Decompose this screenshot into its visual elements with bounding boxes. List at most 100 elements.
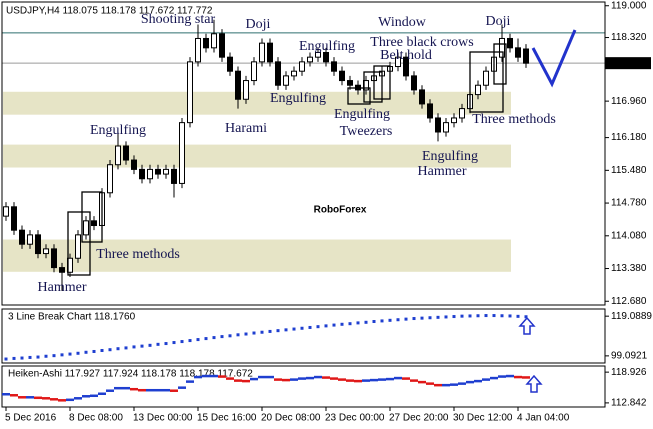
candle-body [211,33,217,49]
candle-body [219,33,225,58]
point [172,341,176,345]
chart-title: USDJPY,H4 118.075 118.178 117.672 117.77… [6,6,213,17]
point [26,396,34,399]
point [380,319,384,323]
point [268,329,272,333]
point [330,377,338,380]
candle-body [251,61,257,82]
candle-body [499,37,505,58]
point [492,314,496,318]
point [212,336,216,340]
x-tick-label: 13 Dec 00:00 [133,413,193,424]
point [50,398,58,401]
annotation: Engulfing [334,107,390,122]
point [186,380,194,383]
y-tick-label: 118.320 [611,32,647,43]
point [306,376,314,380]
pattern-box [469,51,504,113]
x-tick-label: 30 Dec 12:00 [453,413,513,424]
point [524,315,528,319]
point [82,395,90,398]
y-tick-label: 116.180 [611,132,647,143]
candle-body [243,80,249,100]
point [404,317,408,321]
point [388,318,392,322]
candle-body [139,168,145,180]
point [458,382,466,385]
point [58,399,66,402]
candle-body [163,168,169,175]
candle-body [347,80,353,86]
point [106,389,114,392]
candle-body [283,75,289,86]
x-tick-label: 4 Jan 04:00 [517,413,570,424]
point [332,323,336,327]
point [116,347,120,351]
x-tick-label: 8 Dec 08:00 [69,413,123,424]
point [10,394,18,397]
candle-body [523,48,529,64]
point [260,330,264,334]
y-tick-label: 118.926 [611,367,647,378]
point [516,314,520,318]
annotation: Belt hold [380,48,432,63]
point [28,355,32,359]
point [84,350,88,354]
point [108,348,112,352]
point [514,375,522,379]
candle-body [331,61,337,72]
y-tick-label: 112.680 [611,296,647,307]
annotation: Three methods [472,112,556,127]
point [44,354,48,358]
point [442,383,450,387]
line-break-panel [1,308,606,364]
annotation: Tweezers [340,124,393,139]
point [266,375,274,379]
point [500,314,504,318]
point [60,353,64,357]
point [218,375,226,378]
annotation: Hammer [418,164,467,179]
candle-body [315,52,321,58]
candle-body [131,159,137,170]
point [290,378,298,381]
y-tick-label: 119.000 [611,0,647,11]
point [468,314,472,318]
point [498,375,506,378]
point [98,392,106,396]
point [180,340,184,344]
point [298,377,306,380]
candle-body [419,89,425,105]
pattern-box [493,43,507,85]
annotation: Doji [246,17,271,32]
candle-body [307,56,313,63]
point [76,351,80,355]
point [258,375,266,379]
point [154,388,162,392]
point [284,328,288,332]
point [420,316,424,320]
up-arrow [518,316,536,335]
candle-body [339,70,345,82]
point [372,320,376,324]
point [356,321,360,325]
candle-body [323,52,329,63]
candle-body [19,229,25,245]
point [52,354,56,358]
annotation: Shooting star [141,12,216,27]
point [410,379,418,382]
support-zone [3,91,511,115]
point [418,380,426,384]
up-arrow [525,374,543,393]
point [138,388,146,392]
pattern-box [347,87,371,105]
point [130,387,138,391]
candle-body [403,56,409,77]
annotation: Engulfing [270,91,326,106]
point [12,356,16,360]
point [396,318,400,322]
pattern-box [373,65,391,100]
y-tick-label: 99.0921 [611,351,648,362]
point [244,332,248,336]
point [444,315,448,319]
